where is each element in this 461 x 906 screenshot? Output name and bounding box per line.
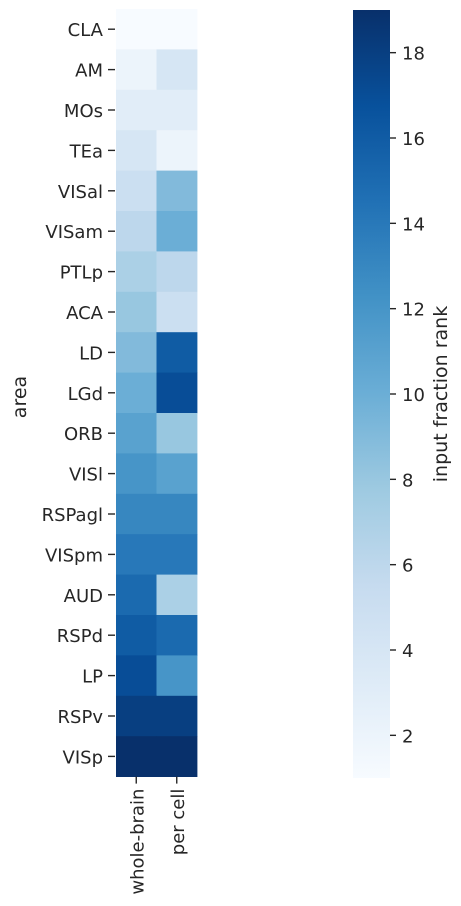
row-tick-label: MOs <box>64 101 103 122</box>
heatmap-cell <box>116 130 157 171</box>
colorbar-label: input fraction rank <box>430 306 452 482</box>
heatmap-cell <box>156 291 198 333</box>
heatmap-cell <box>156 736 198 777</box>
row-tick-label: RSPv <box>58 707 104 728</box>
heatmap-cell <box>116 211 157 252</box>
row-tick-label: PTLp <box>60 263 103 284</box>
row-labels: CLA AM MOs TEa VISal VISam PTLp ACA LD LGd ORB VISl… <box>42 20 115 768</box>
row-tick-label: VISp <box>63 747 103 768</box>
heatmap-cell <box>116 655 157 697</box>
heatmap-cell <box>116 695 157 737</box>
colorbar-tick-label: 18 <box>402 44 425 65</box>
heatmap-cell <box>156 655 198 697</box>
heatmap-cell <box>156 413 198 454</box>
heatmap-cell <box>116 736 157 777</box>
colorbar-tick-label: 14 <box>402 214 425 235</box>
heatmap-cell <box>116 493 157 535</box>
colorbar <box>353 10 390 778</box>
row-tick-label: ORB <box>64 424 103 445</box>
colorbar-tick-label: 8 <box>402 470 413 491</box>
row-tick-label: TEa <box>69 141 103 162</box>
row-tick-label: RSPagl <box>42 505 103 526</box>
row-tick-label: VISam <box>45 222 103 243</box>
heatmap-cell <box>156 453 198 495</box>
colorbar-ticks: 2 4 6 8 10 12 14 16 18 <box>390 44 425 747</box>
row-tick-label: LGd <box>68 384 103 405</box>
colorbar-tick-label: 16 <box>402 129 425 150</box>
heatmap-cell <box>156 493 198 535</box>
heatmap-cell <box>156 130 198 171</box>
heatmap-cell <box>116 332 157 373</box>
row-tick-label: CLA <box>68 20 104 41</box>
heatmap-cell <box>156 695 198 737</box>
row-tick-label: VISal <box>58 182 103 203</box>
heatmap-cell <box>156 89 198 131</box>
heatmap-cell <box>156 49 198 91</box>
heatmap-cell <box>116 170 157 212</box>
heatmap-cell <box>116 534 157 575</box>
heatmap-cell <box>116 251 157 293</box>
heatmap-cell <box>156 251 198 293</box>
row-tick-label: RSPd <box>57 626 103 647</box>
colorbar-tick-label: 6 <box>402 556 413 577</box>
colorbar-tick-label: 2 <box>402 726 413 747</box>
heatmap-cell <box>116 615 157 656</box>
row-tick-label: VISpm <box>45 545 103 566</box>
heatmap-cell <box>156 574 198 616</box>
heatmap-cell <box>156 211 198 252</box>
row-tick-label: AM <box>75 61 103 82</box>
heatmap-cell <box>156 170 198 212</box>
heatmap-cell <box>156 9 198 50</box>
colorbar-tick-label: 4 <box>402 641 413 662</box>
heatmap-cells <box>116 9 198 777</box>
row-tick-label: ACA <box>66 303 104 324</box>
colorbar-tick-label: 10 <box>402 385 425 406</box>
row-tick-label: LD <box>79 343 103 364</box>
heatmap-cell <box>156 615 198 656</box>
heatmap-cell <box>116 49 157 91</box>
heatmap-cell <box>116 372 157 414</box>
heatmap-cell <box>156 534 198 575</box>
y-axis-label: area <box>9 376 31 418</box>
heatmap-cell <box>116 89 157 131</box>
heatmap-cell <box>156 332 198 373</box>
row-tick-label: VISl <box>69 465 103 486</box>
column-labels: whole-brain per cell <box>127 776 189 895</box>
colorbar-tick-label: 12 <box>402 300 425 321</box>
column-tick-label: per cell <box>168 789 189 856</box>
heatmap-cell <box>156 372 198 414</box>
heatmap-cell <box>116 413 157 454</box>
heatmap-cell <box>116 574 157 616</box>
heatmap-cell <box>116 291 157 333</box>
heatmap-cell <box>116 9 157 50</box>
heatmap-cell <box>116 453 157 495</box>
row-tick-label: AUD <box>64 586 103 607</box>
row-tick-label: LP <box>82 667 103 688</box>
column-tick-label: whole-brain <box>127 789 148 895</box>
